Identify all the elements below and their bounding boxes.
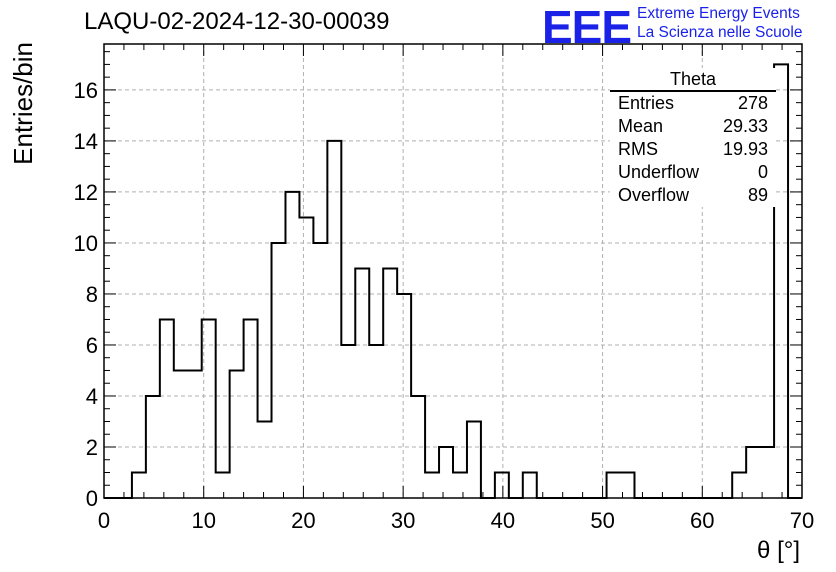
histogram-bin (607, 472, 621, 498)
x-tick-label: 50 (590, 508, 614, 533)
histogram-bin (425, 472, 439, 498)
y-tick-label: 12 (74, 180, 98, 205)
x-tick-label: 0 (98, 508, 110, 533)
histogram-bin (453, 472, 467, 498)
histogram-bin (341, 345, 355, 498)
histogram-bin (369, 345, 383, 498)
x-tick-label: 40 (491, 508, 515, 533)
x-tick-label: 70 (790, 508, 814, 533)
y-tick-label: 16 (74, 78, 98, 103)
stats-label: Underflow (618, 162, 700, 182)
histogram-bin (732, 472, 746, 498)
stats-value: 29.33 (722, 116, 768, 136)
histogram-bin (258, 421, 272, 498)
stats-label: RMS (618, 139, 658, 159)
histogram-bin (188, 370, 202, 498)
eee-logo: EEE (542, 1, 632, 53)
stats-value: 0 (757, 162, 768, 182)
x-axis-label: θ [°] (757, 537, 800, 564)
y-tick-label: 10 (74, 231, 98, 256)
histogram-bin (230, 370, 244, 498)
x-tick-label: 60 (690, 508, 714, 533)
histogram-bin (313, 243, 327, 498)
stats-row-overflow: Overflow 89 (610, 184, 776, 207)
stats-row-underflow: Underflow 0 (610, 161, 776, 184)
y-tick-label: 6 (86, 333, 98, 358)
histogram-bin (383, 268, 397, 498)
histogram-bin (495, 472, 509, 498)
histogram-bin (244, 319, 258, 498)
histogram-bin (746, 447, 760, 498)
histogram-bin (216, 472, 230, 498)
histogram-bin (760, 447, 774, 498)
stats-value: 278 (737, 93, 768, 113)
stats-row-mean: Mean 29.33 (610, 115, 776, 138)
y-tick-label: 2 (86, 435, 98, 460)
histogram-bin (523, 472, 537, 498)
histogram-bin (174, 370, 188, 498)
stats-label: Mean (618, 116, 664, 136)
stats-row-entries: Entries 278 (610, 92, 776, 115)
stats-label: Overflow (618, 185, 690, 205)
stats-box: Theta Entries 278 Mean 29.33 RMS 19.93 U… (610, 68, 776, 207)
histogram-bin (160, 319, 174, 498)
x-tick-label: 30 (391, 508, 415, 533)
stats-title: Theta (610, 68, 776, 92)
logo-caption-line1: Extreme Energy Events (637, 5, 800, 22)
logo-caption-line2: La Scienza nelle Scuole (637, 24, 803, 41)
plot-frame (103, 43, 803, 499)
stats-row-rms: RMS 19.93 (610, 138, 776, 161)
stats-label: Entries (618, 93, 675, 113)
histogram-bin (355, 268, 369, 498)
stats-value: 19.93 (722, 139, 768, 159)
histogram-bin (467, 421, 481, 498)
x-tick-label: 20 (291, 508, 315, 533)
y-tick-label: 4 (86, 384, 98, 409)
histogram-bin (774, 64, 788, 498)
histogram-bin (272, 243, 286, 498)
y-axis-label: Entries/bin (8, 42, 38, 165)
histogram-bin (299, 217, 313, 498)
stats-value: 89 (747, 185, 768, 205)
chart-title: LAQU-02-2024-12-30-00039 (84, 8, 390, 35)
y-tick-label: 14 (74, 129, 98, 154)
y-tick-label: 8 (86, 282, 98, 307)
histogram-bin (439, 447, 453, 498)
y-tick-label: 0 (86, 486, 98, 511)
logo-caption: Extreme Energy Events La Scienza nelle S… (637, 4, 802, 42)
x-tick-label: 10 (191, 508, 215, 533)
histogram-bin (327, 141, 341, 498)
